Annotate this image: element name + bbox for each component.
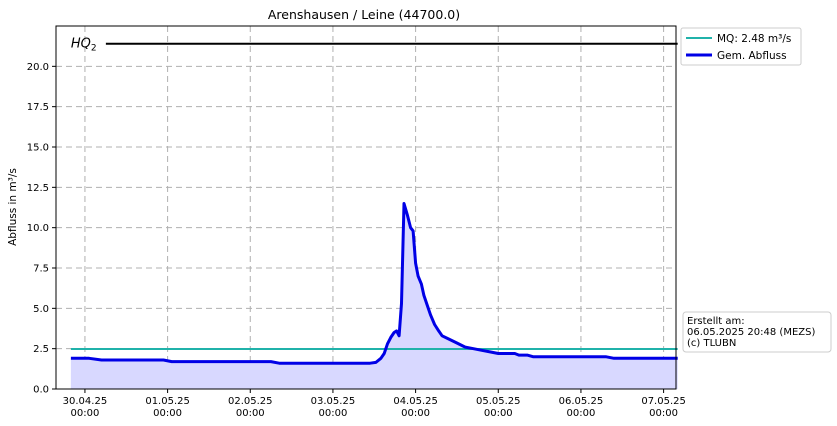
x-tick-label-time: 00:00 <box>71 408 100 419</box>
y-tick-label: 10.0 <box>27 223 49 234</box>
discharge-area-fill <box>70 203 678 389</box>
y-tick-label: 7.5 <box>33 264 49 275</box>
info-copyright: (c) TLUBN <box>687 338 736 349</box>
info-created-label: Erstellt am: <box>687 316 745 327</box>
hq2-label: HQ2 <box>71 37 97 54</box>
x-tick-label-date: 01.05.25 <box>145 396 190 407</box>
hq2-label-main: HQ <box>71 37 91 52</box>
x-tick-label-date: 30.04.25 <box>63 396 108 407</box>
x-axis-ticks: 30.04.2500:0001.05.2500:0002.05.2500:000… <box>63 389 686 419</box>
info-box: Erstellt am: 06.05.2025 20:48 (MEZS) (c)… <box>682 311 832 353</box>
x-tick-label-date: 07.05.25 <box>641 396 686 407</box>
y-tick-label: 2.5 <box>33 344 49 355</box>
y-axis-ticks: 0.0 2.5 5.0 7.5 10.0 12.5 15.0 17.5 20.0 <box>27 62 56 396</box>
x-tick-label-date: 02.05.25 <box>228 396 273 407</box>
y-tick-label: 5.0 <box>33 304 49 315</box>
legend-mq-label: MQ: 2.48 m³/s <box>717 33 791 45</box>
x-tick-label-time: 00:00 <box>649 408 678 419</box>
chart-title: Arenshausen / Leine (44700.0) <box>268 7 460 22</box>
x-tick-label-date: 03.05.25 <box>311 396 356 407</box>
x-tick-label-time: 00:00 <box>236 408 265 419</box>
legend-abfluss-label: Gem. Abfluss <box>717 50 787 62</box>
x-tick-label-time: 00:00 <box>319 408 348 419</box>
legend: MQ: 2.48 m³/s Gem. Abfluss <box>680 27 802 66</box>
y-tick-label: 20.0 <box>27 62 49 73</box>
plot-area <box>56 26 676 389</box>
x-tick-label-time: 00:00 <box>401 408 430 419</box>
x-tick-label-date: 05.05.25 <box>476 396 521 407</box>
info-box-frame <box>682 311 832 353</box>
series-lines-layer <box>70 202 678 365</box>
x-tick-label-time: 00:00 <box>484 408 513 419</box>
discharge-line <box>70 202 678 365</box>
y-tick-label: 0.0 <box>33 385 49 396</box>
discharge-fill-layer <box>70 203 678 389</box>
x-tick-label-date: 04.05.25 <box>393 396 438 407</box>
plot-frame <box>55 25 677 390</box>
x-tick-label-time: 00:00 <box>567 408 596 419</box>
y-tick-label: 15.0 <box>27 143 49 154</box>
info-created-date: 06.05.2025 20:48 (MEZS) <box>687 327 815 338</box>
hq2-label-sub: 2 <box>91 44 97 54</box>
y-tick-label: 12.5 <box>27 183 49 194</box>
x-tick-label-time: 00:00 <box>153 408 182 419</box>
y-axis-label: Abfluss in m³/s <box>7 168 19 246</box>
y-tick-label: 17.5 <box>27 102 49 113</box>
x-tick-label-date: 06.05.25 <box>559 396 604 407</box>
